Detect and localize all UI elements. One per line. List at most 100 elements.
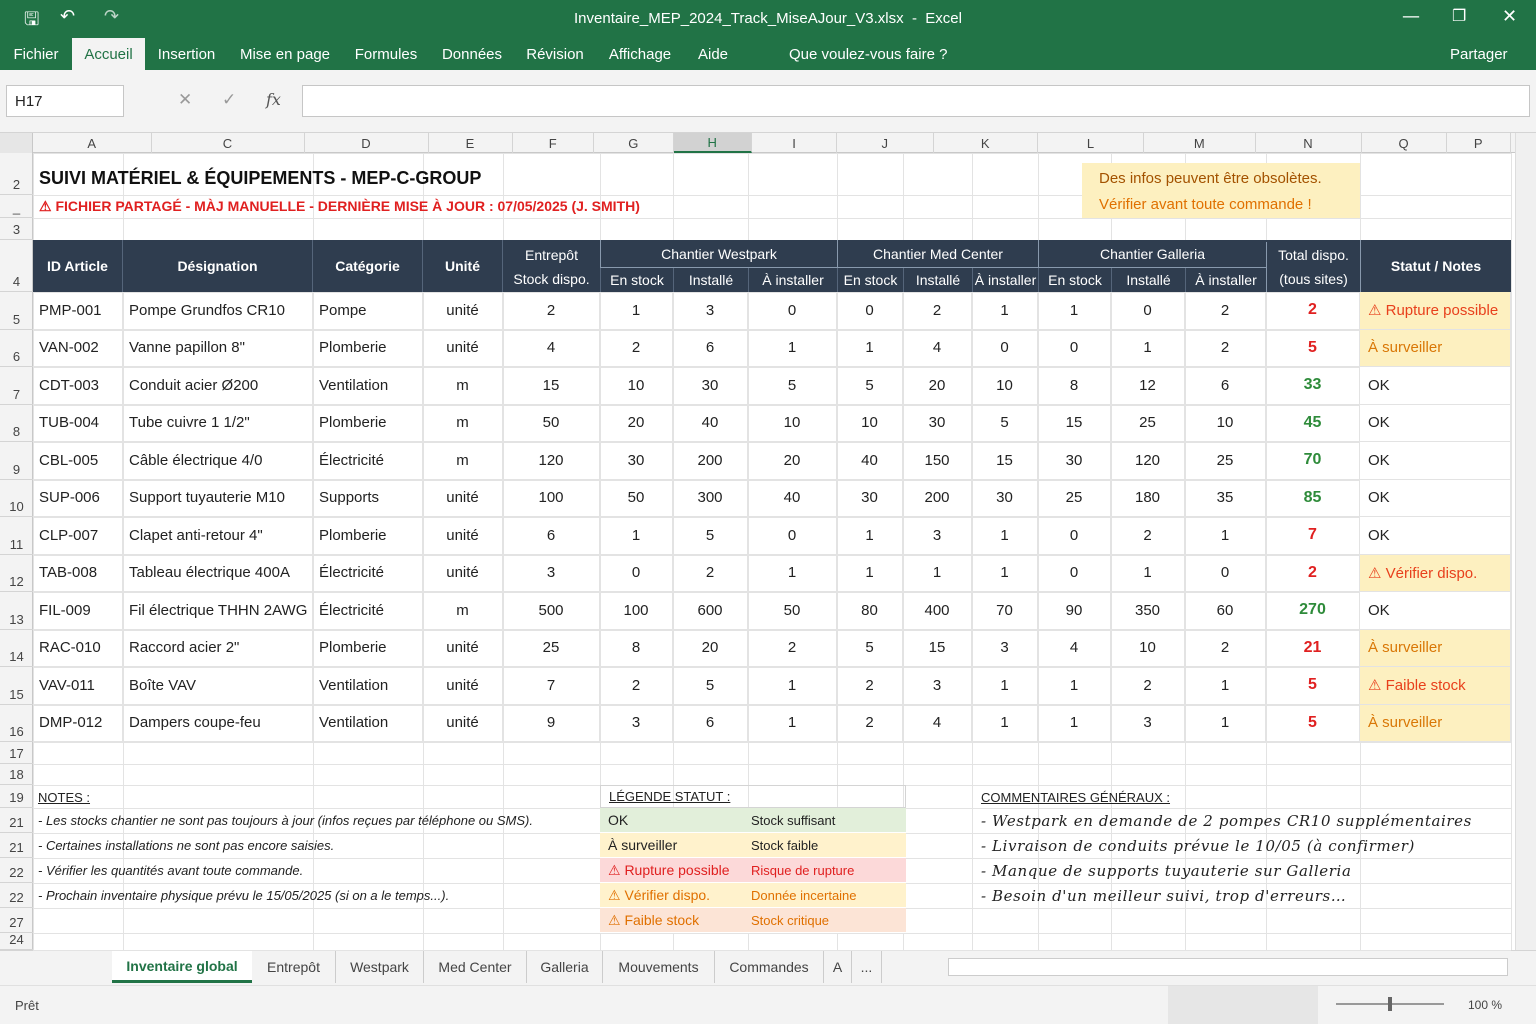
cell[interactable]: 1 — [748, 704, 837, 742]
cell[interactable]: Vanne papillon 8" — [123, 329, 313, 367]
cell[interactable]: 15 — [503, 367, 600, 405]
minimize-button[interactable]: — — [1402, 6, 1420, 27]
cell[interactable]: 50 — [600, 479, 673, 517]
cell[interactable]: 0 — [1038, 517, 1111, 555]
cell[interactable]: 1 — [972, 667, 1038, 705]
cell[interactable]: 5 — [1266, 329, 1360, 367]
column-header[interactable]: K — [934, 133, 1038, 153]
cell[interactable]: 0 — [600, 554, 673, 592]
cell[interactable]: 2 — [1111, 667, 1185, 705]
restore-button[interactable]: ❐ — [1452, 6, 1467, 25]
cell[interactable]: 1 — [837, 517, 903, 555]
enter-icon[interactable]: ✓ — [222, 90, 237, 110]
cell[interactable]: 2 — [1266, 292, 1360, 330]
cell[interactable]: 3 — [600, 704, 673, 742]
row-header[interactable]: 14 — [0, 630, 33, 667]
row-header[interactable]: 21 — [0, 808, 33, 833]
cell[interactable]: 8 — [600, 629, 673, 667]
column-header[interactable]: I — [752, 133, 837, 153]
cell[interactable]: 25 — [1038, 479, 1111, 517]
ribbon-tab[interactable]: Affichage — [608, 45, 672, 63]
cell[interactable]: 2 — [600, 329, 673, 367]
row-header[interactable]: 3 — [0, 218, 33, 240]
column-header[interactable]: D — [305, 133, 429, 153]
cell[interactable]: unité — [423, 704, 503, 742]
cell[interactable]: 1 — [1111, 554, 1185, 592]
cell[interactable]: 1 — [1111, 329, 1185, 367]
cell[interactable]: 2 — [837, 704, 903, 742]
cell[interactable]: Électricité — [313, 592, 423, 630]
cell[interactable]: Pompe — [313, 292, 423, 330]
cell[interactable]: 40 — [673, 404, 748, 442]
cell[interactable]: Plomberie — [313, 404, 423, 442]
cell[interactable]: PMP-001 — [33, 292, 123, 330]
cell[interactable]: Tableau électrique 400A — [123, 554, 313, 592]
vertical-scrollbar[interactable] — [1515, 133, 1536, 950]
sheet-tab[interactable]: A — [824, 951, 852, 983]
status-cell[interactable]: OK — [1360, 592, 1511, 630]
cell[interactable]: Conduit acier Ø200 — [123, 367, 313, 405]
cell[interactable]: TAB-008 — [33, 554, 123, 592]
status-cell[interactable]: À surveiller — [1360, 329, 1511, 367]
cell[interactable]: 0 — [972, 329, 1038, 367]
close-button[interactable]: ✕ — [1502, 6, 1518, 27]
ribbon-tab[interactable]: Mise en page — [239, 45, 331, 63]
ribbon-tab[interactable]: Révision — [526, 45, 584, 63]
cell[interactable]: 3 — [1111, 704, 1185, 742]
cell[interactable]: 5 — [1266, 704, 1360, 742]
name-box[interactable]: H17 — [6, 85, 124, 117]
row-header[interactable]: 13 — [0, 592, 33, 630]
row-header[interactable]: 17 — [0, 742, 33, 764]
ribbon-tab[interactable]: Aide — [697, 45, 729, 63]
cell[interactable]: Raccord acier 2" — [123, 629, 313, 667]
cell[interactable]: 21 — [1266, 629, 1360, 667]
cell[interactable]: m — [423, 404, 503, 442]
row-header[interactable]: 16 — [0, 705, 33, 742]
cell[interactable]: 10 — [748, 404, 837, 442]
row-header[interactable]: 22 — [0, 883, 33, 908]
cell[interactable]: 70 — [1266, 442, 1360, 480]
column-header[interactable]: H — [673, 133, 752, 153]
cell[interactable]: Ventilation — [313, 704, 423, 742]
row-header[interactable]: _ — [0, 195, 33, 218]
cell[interactable]: 3 — [673, 292, 748, 330]
status-cell[interactable]: OK — [1360, 517, 1511, 555]
cell[interactable]: Plomberie — [313, 329, 423, 367]
cell[interactable]: 6 — [1185, 367, 1266, 405]
cell[interactable]: 0 — [1038, 329, 1111, 367]
cell[interactable]: 45 — [1266, 404, 1360, 442]
cell[interactable]: 9 — [503, 704, 600, 742]
cell[interactable]: 1 — [903, 554, 972, 592]
cell[interactable]: 6 — [673, 329, 748, 367]
cell[interactable]: CDT-003 — [33, 367, 123, 405]
column-header[interactable]: M — [1144, 133, 1256, 153]
column-header[interactable]: Q — [1362, 133, 1447, 153]
cell[interactable]: Électricité — [313, 554, 423, 592]
status-cell[interactable]: ⚠ Rupture possible — [1360, 292, 1511, 330]
cell[interactable]: 500 — [503, 592, 600, 630]
sheet-tab[interactable]: Entrepôt — [252, 951, 336, 983]
save-button[interactable]: 🖫 — [24, 9, 40, 30]
cell[interactable]: 2 — [1185, 629, 1266, 667]
cell[interactable]: 30 — [972, 479, 1038, 517]
cell[interactable]: 1 — [748, 554, 837, 592]
cell[interactable]: 5 — [1266, 667, 1360, 705]
cell[interactable]: 300 — [673, 479, 748, 517]
row-header[interactable]: 6 — [0, 330, 33, 367]
cell[interactable]: 7 — [1266, 517, 1360, 555]
cell[interactable]: 1 — [600, 292, 673, 330]
cell[interactable]: 1 — [1038, 667, 1111, 705]
cell[interactable]: 2 — [903, 292, 972, 330]
cell[interactable]: 1 — [1038, 704, 1111, 742]
cell[interactable]: RAC-010 — [33, 629, 123, 667]
cell[interactable]: FIL-009 — [33, 592, 123, 630]
cell[interactable]: m — [423, 442, 503, 480]
cell[interactable]: 10 — [1185, 404, 1266, 442]
row-header[interactable]: 22 — [0, 858, 33, 883]
cell[interactable]: 1 — [972, 292, 1038, 330]
row-header[interactable]: 21 — [0, 833, 33, 858]
cell[interactable]: 2 — [1185, 292, 1266, 330]
zoom-thumb[interactable] — [1388, 997, 1392, 1011]
undo-button[interactable]: ↶ — [60, 6, 76, 27]
cell[interactable]: CBL-005 — [33, 442, 123, 480]
